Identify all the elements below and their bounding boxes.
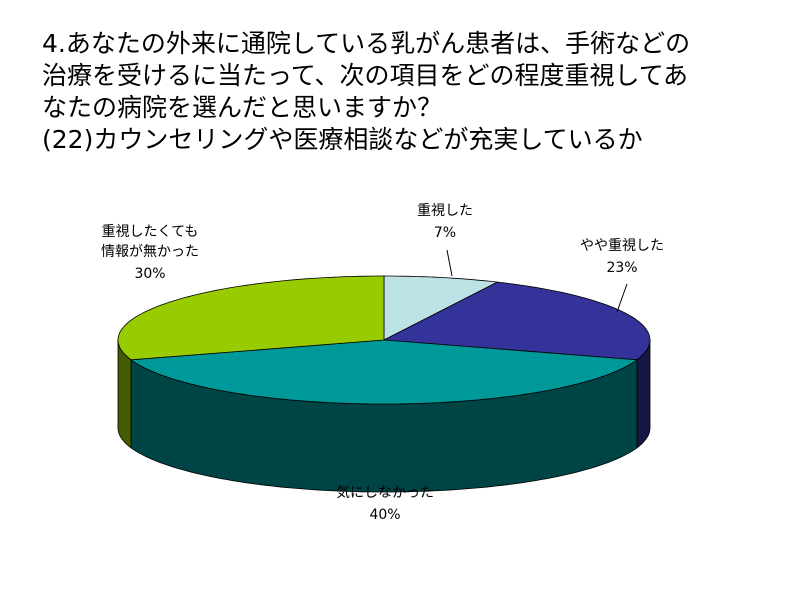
pie-sides: [117, 339, 651, 493]
category-label: 気にしなかった: [336, 485, 434, 501]
pie-tops: [117, 275, 651, 405]
leader-line: [616, 283, 628, 313]
chart-title: なたの病院を選んだと思いますか？: [42, 93, 442, 122]
chart-title: 治療を受けるに当たって、次の項目をどの程度重視してあ: [42, 61, 688, 90]
chart-title: (22)カウンセリングや医療相談などが充実しているか: [42, 125, 643, 154]
value-label: 23%: [606, 260, 637, 276]
slice: [129, 339, 639, 405]
value-label: 40%: [369, 507, 400, 523]
category-label: 重視したくても情報が無かった: [101, 224, 199, 260]
category-label: 重視した: [417, 203, 473, 219]
value-label: 30%: [134, 266, 165, 282]
chart-title: 4.あなたの外来に通院している乳がん患者は、手術などの: [42, 29, 690, 58]
title-block: 4.あなたの外来に通院している乳がん患者は、手術などの治療を受けるに当たって、次…: [42, 29, 690, 154]
slice: [383, 275, 499, 341]
labels: 重視した 7% やや重視した 23% 気にしなかった 40% 重視したくても情報が無かった 3…: [101, 203, 664, 523]
leader-line: [446, 249, 453, 277]
slice: [382, 281, 651, 361]
value-label: 7%: [434, 225, 456, 241]
slice: [117, 275, 385, 361]
category-label: やや重視した: [580, 238, 664, 254]
